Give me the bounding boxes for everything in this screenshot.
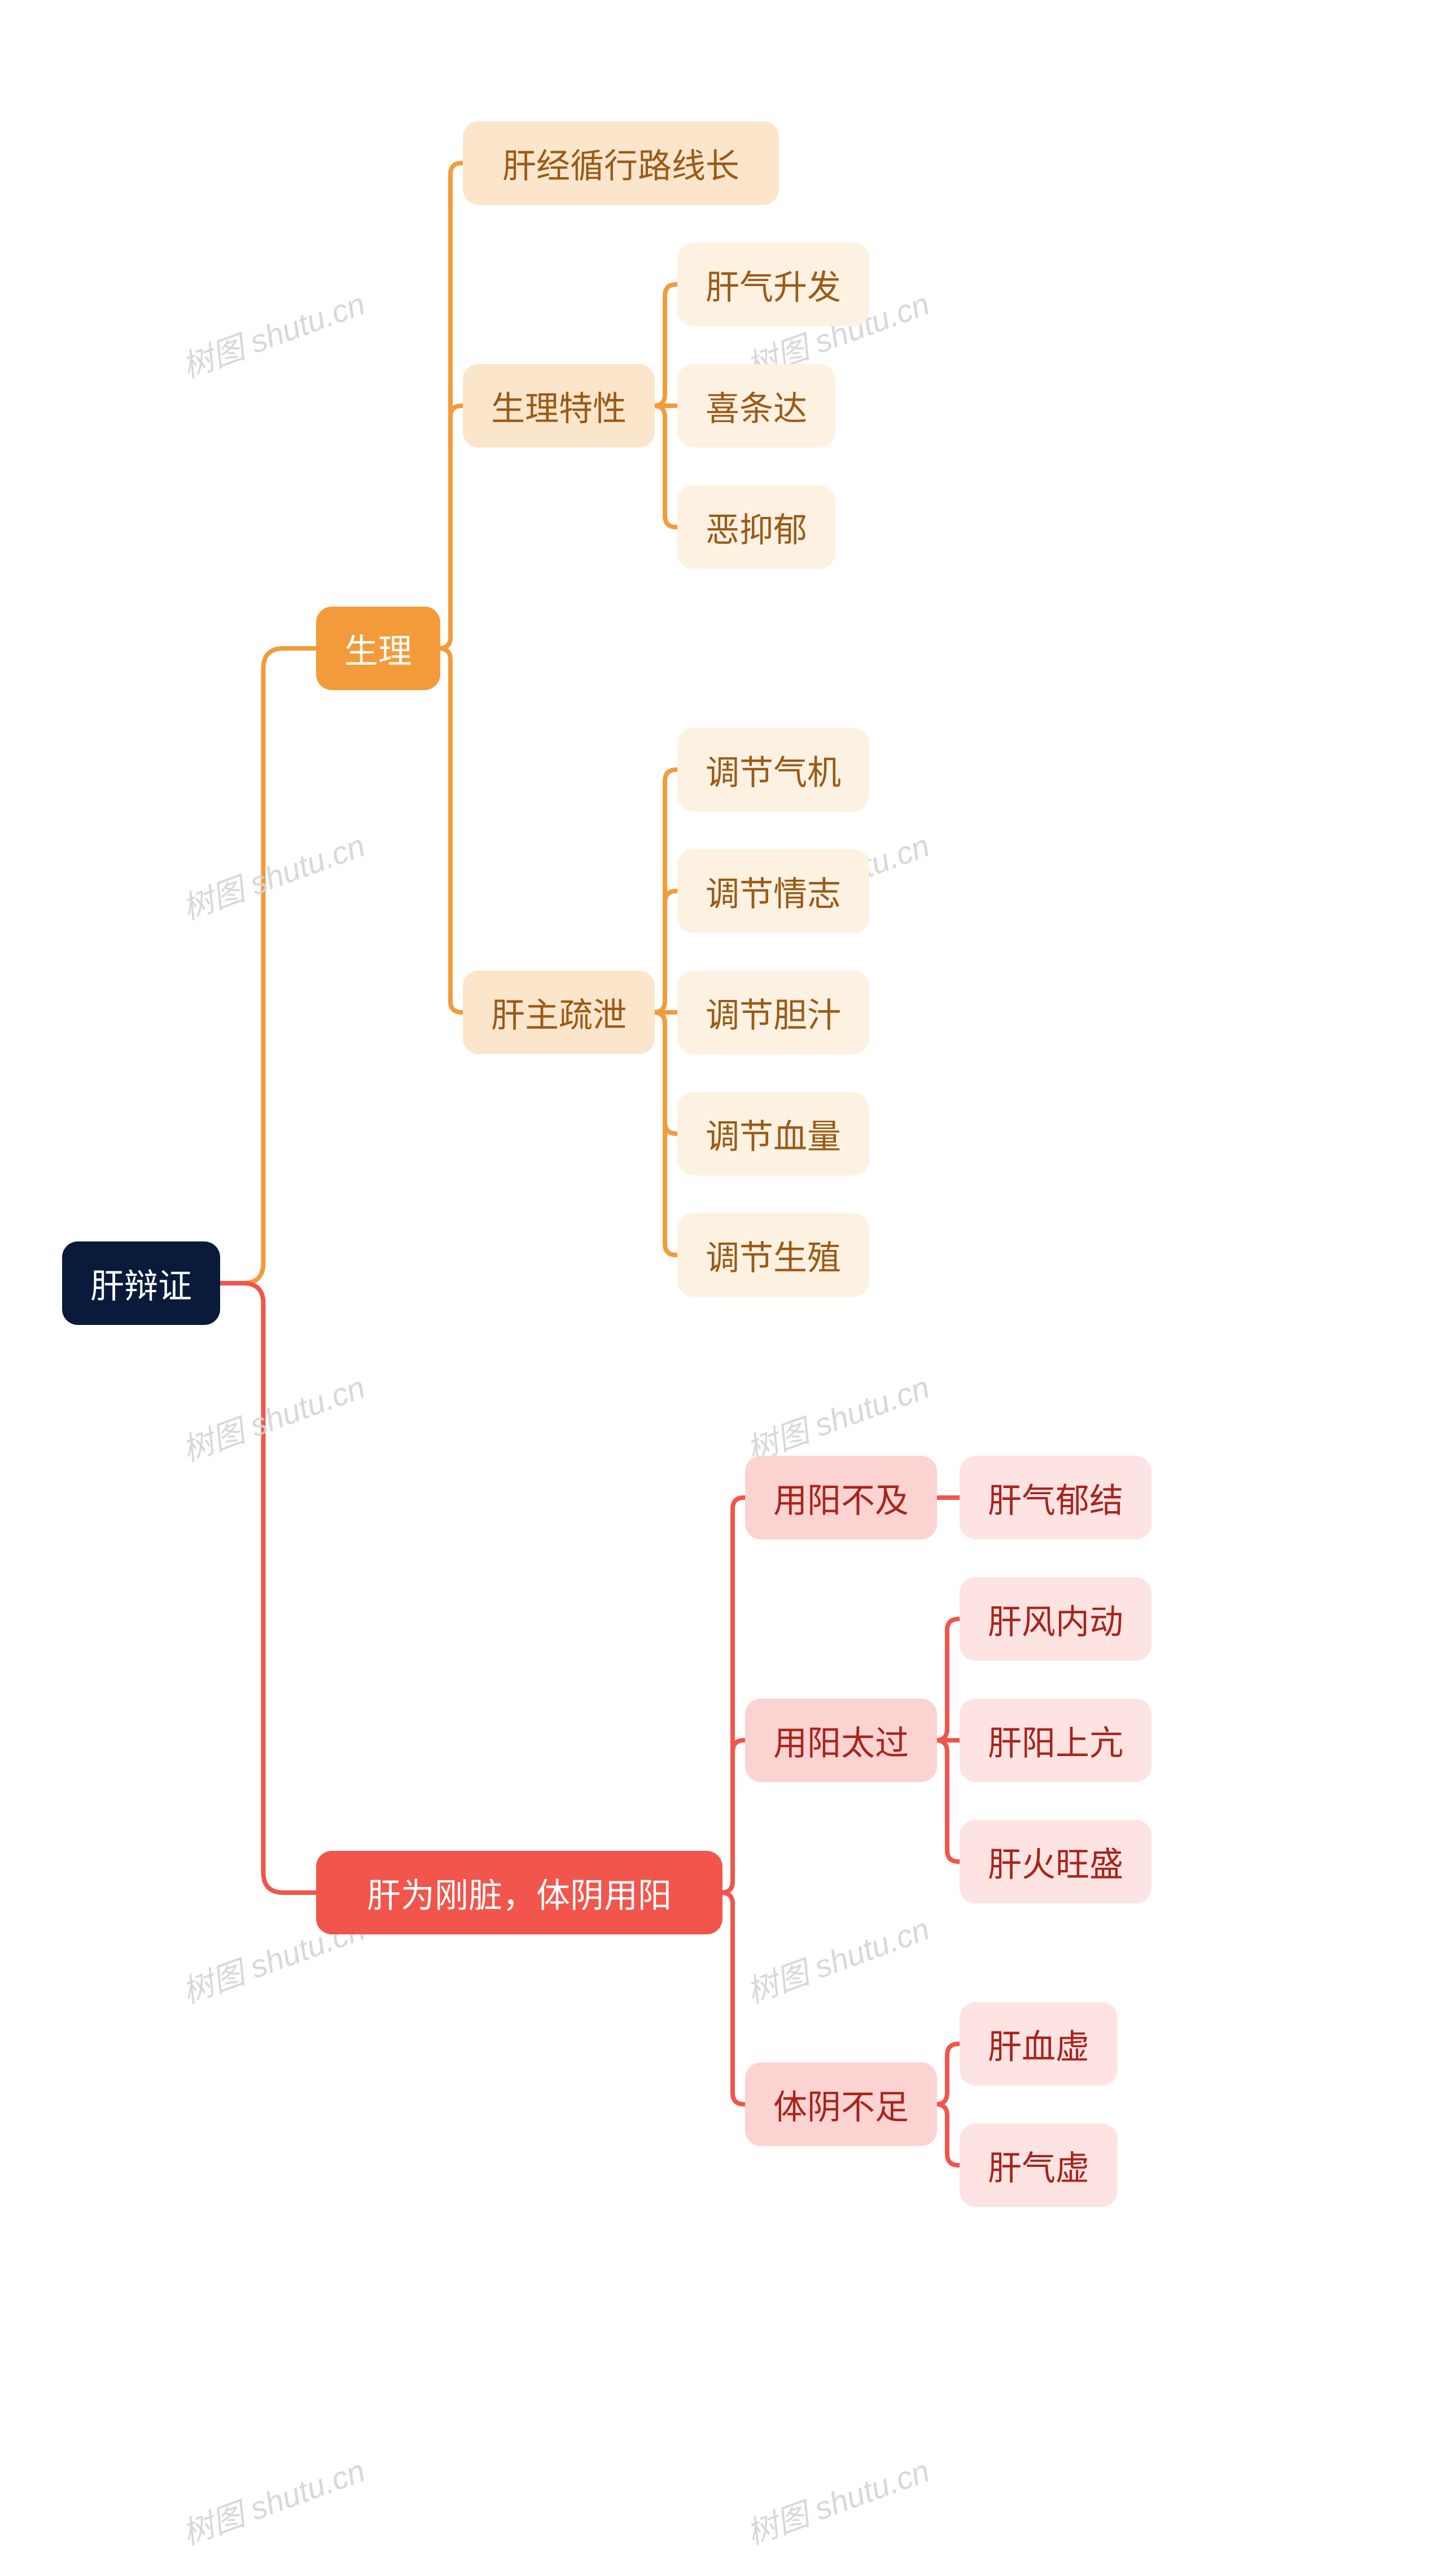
mindmap-node-label: 恶抑郁: [706, 503, 807, 552]
watermark: 树图 shutu.cn: [175, 2446, 371, 2554]
mindmap-edge: [654, 770, 677, 1012]
mindmap-node-n_p2c[interactable]: 恶抑郁: [677, 485, 835, 569]
mindmap-node-n_p2b[interactable]: 喜条达: [677, 364, 835, 447]
mindmap-node-n_r1a[interactable]: 肝气郁结: [960, 1456, 1151, 1539]
mindmap-edge: [654, 891, 677, 1012]
mindmap-node-n_r2[interactable]: 用阳太过: [745, 1699, 937, 1782]
mindmap-node-n_p3a[interactable]: 调节气机: [677, 728, 869, 811]
watermark: 树图 shutu.cn: [739, 1904, 935, 2012]
mindmap-node-n_r2b[interactable]: 肝阳上亢: [960, 1699, 1151, 1782]
mindmap-node-label: 生理特性: [491, 381, 627, 431]
mindmap-node-label: 肝辩证: [90, 1259, 192, 1308]
mindmap-edge: [220, 648, 316, 1283]
mindmap-node-label: 调节生殖: [706, 1231, 841, 1280]
mindmap-edge: [654, 284, 677, 406]
mindmap-node-label: 肝血虚: [988, 2020, 1089, 2069]
mindmap-node-label: 体阴不足: [773, 2080, 909, 2129]
mindmap-edge: [439, 406, 463, 648]
mindmap-node-n_p1[interactable]: 肝经循行路线长: [463, 121, 779, 205]
watermark: 树图 shutu.cn: [739, 1362, 935, 1471]
mindmap-node-label: 肝气郁结: [988, 1473, 1123, 1522]
mindmap-edge: [220, 1283, 316, 1893]
mindmap-node-n_r3[interactable]: 体阴不足: [745, 2062, 937, 2146]
mindmap-node-label: 用阳不及: [773, 1473, 909, 1522]
mindmap-edge: [936, 2104, 960, 2165]
mindmap-edge: [721, 1498, 745, 1893]
mindmap-node-label: 肝经循行路线长: [502, 139, 739, 188]
mindmap-node-label: 调节气机: [706, 745, 841, 795]
mindmap-node-label: 用阳太过: [773, 1716, 909, 1765]
mindmap-edge: [936, 2044, 960, 2104]
mindmap-node-n_path[interactable]: 肝为刚脏，体阴用阳: [316, 1851, 722, 1934]
mindmap-node-label: 调节血量: [706, 1109, 841, 1158]
watermark: 树图 shutu.cn: [175, 1362, 371, 1471]
mindmap-node-label: 调节情志: [706, 867, 841, 916]
mindmap-node-root[interactable]: 肝辩证: [62, 1241, 220, 1325]
watermark: 树图 shutu.cn: [175, 279, 371, 387]
mindmap-edge: [654, 1012, 677, 1134]
mindmap-edge: [936, 1619, 960, 1740]
watermark: 树图 shutu.cn: [739, 2446, 935, 2554]
mindmap-node-n_r1[interactable]: 用阳不及: [745, 1456, 937, 1539]
mindmap-node-label: 肝为刚脏，体阴用阳: [367, 1868, 672, 1917]
mindmap-node-n_p2a[interactable]: 肝气升发: [677, 243, 869, 326]
mindmap-edge: [439, 648, 463, 1012]
mindmap-node-label: 肝气升发: [706, 260, 841, 309]
mindmap-node-n_p3c[interactable]: 调节胆汁: [677, 971, 869, 1054]
mindmap-node-label: 肝火旺盛: [988, 1837, 1123, 1886]
mindmap-node-label: 生理: [344, 624, 412, 673]
mindmap-node-n_r2a[interactable]: 肝风内动: [960, 1577, 1151, 1661]
mindmap-node-label: 调节胆汁: [706, 988, 841, 1037]
mindmap-edge: [721, 1893, 745, 2104]
mindmap-node-n_p3[interactable]: 肝主疏泄: [463, 971, 655, 1054]
mindmap-node-label: 肝主疏泄: [491, 988, 627, 1037]
mindmap-node-n_r3b[interactable]: 肝气虚: [960, 2123, 1118, 2207]
mindmap-edge: [439, 163, 463, 648]
mindmap-node-n_r3a[interactable]: 肝血虚: [960, 2002, 1118, 2086]
mindmap-node-label: 肝风内动: [988, 1595, 1123, 1644]
mindmap-edge: [654, 406, 677, 527]
mindmap-node-n_p3b[interactable]: 调节情志: [677, 849, 869, 933]
watermark: 树图 shutu.cn: [175, 820, 371, 929]
mindmap-node-label: 喜条达: [706, 381, 807, 431]
mindmap-edge: [654, 1012, 677, 1255]
mindmap-node-label: 肝阳上亢: [988, 1716, 1123, 1765]
mindmap-node-label: 肝气虚: [988, 2141, 1089, 2190]
mindmap-edge: [936, 1740, 960, 1862]
mindmap-node-n_p3d[interactable]: 调节血量: [677, 1092, 869, 1175]
mindmap-edge: [721, 1740, 745, 1893]
mindmap-node-n_p3e[interactable]: 调节生殖: [677, 1213, 869, 1297]
mindmap-node-n_phys[interactable]: 生理: [316, 607, 440, 690]
mindmap-node-n_r2c[interactable]: 肝火旺盛: [960, 1820, 1151, 1903]
mindmap-node-n_p2[interactable]: 生理特性: [463, 364, 655, 447]
